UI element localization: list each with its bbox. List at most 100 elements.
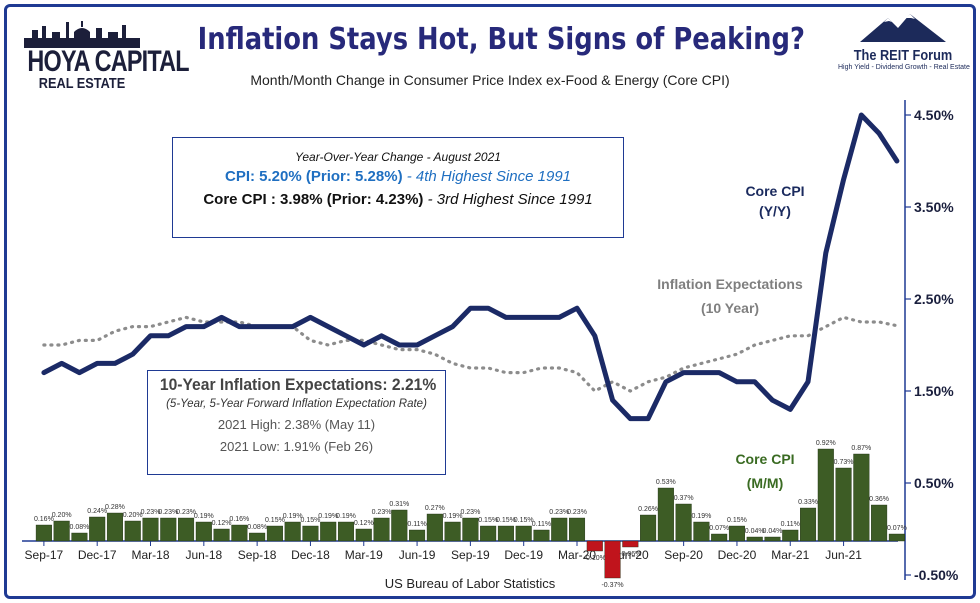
chart-frame bbox=[4, 4, 976, 599]
mm-bar bbox=[764, 536, 781, 542]
mm-bar-label: 0.23% bbox=[372, 509, 392, 516]
mm-bar-label: 0.31% bbox=[389, 501, 409, 508]
mm-bar-label: 0.33% bbox=[798, 499, 818, 506]
mm-bar-label: 0.19% bbox=[283, 513, 303, 520]
mm-bar-label: 0.15% bbox=[478, 517, 498, 524]
mm-bar bbox=[693, 521, 710, 542]
mm-bar-label: 0.19% bbox=[318, 513, 338, 520]
core-yoy-annotation-line1: Core CPI bbox=[745, 183, 805, 199]
chart-subtitle: Month/Month Change in Consumer Price Ind… bbox=[250, 72, 730, 88]
mm-bar-label: 0.24% bbox=[87, 508, 107, 515]
mm-bar bbox=[160, 517, 177, 542]
x-tick-label: Dec-17 bbox=[78, 548, 117, 562]
y-tick-label: 1.50% bbox=[914, 383, 954, 399]
mm-bar-label: 0.12% bbox=[354, 520, 374, 527]
expectations-annotation-line1: Inflation Expectations bbox=[657, 276, 803, 292]
y-tick-label: 4.50% bbox=[914, 107, 954, 123]
mm-bar bbox=[53, 520, 70, 542]
mm-bar bbox=[568, 517, 586, 542]
mm-bar bbox=[373, 517, 390, 542]
mm-bar-label: 0.36% bbox=[869, 496, 889, 503]
mm-bar bbox=[89, 516, 106, 542]
mm-bar bbox=[391, 509, 408, 542]
mm-bar-label: -0.37% bbox=[601, 582, 623, 589]
mm-bar bbox=[711, 533, 728, 542]
mm-bar bbox=[782, 529, 799, 542]
mm-bar bbox=[497, 525, 514, 542]
mm-bar bbox=[337, 521, 355, 542]
core-mm-annotation: Core CPI (M/M) bbox=[715, 447, 815, 495]
mm-bar bbox=[853, 453, 870, 542]
mm-bar-label: 0.92% bbox=[816, 440, 836, 447]
mm-bar bbox=[480, 525, 497, 542]
x-tick-label: Jun-21 bbox=[825, 548, 862, 562]
mm-bar bbox=[71, 532, 88, 542]
expectations-low: 2021 Low: 1.91% (Feb 26) bbox=[219, 439, 374, 454]
y-tick-label: -0.50% bbox=[914, 567, 959, 583]
reit-forum-logo: The REIT Forum High Yield - Dividend Gro… bbox=[838, 12, 970, 71]
mm-bar-label: 0.04% bbox=[745, 528, 765, 535]
mm-bar bbox=[835, 467, 852, 542]
mm-bar-label: -0.06% bbox=[619, 551, 641, 558]
y-tick-label: 3.50% bbox=[914, 199, 954, 215]
mm-bar bbox=[746, 536, 763, 542]
mm-bar-label: 0.23% bbox=[549, 509, 569, 516]
mm-bar-label: 0.53% bbox=[656, 479, 676, 486]
core-yoy-annotation: Core CPI (Y/Y) bbox=[720, 181, 830, 221]
expectations-line bbox=[42, 315, 899, 393]
mm-bar bbox=[355, 528, 372, 542]
mm-bar-label: 0.87% bbox=[851, 445, 871, 452]
yoy-heading: Year-Over-Year Change - August 2021 bbox=[295, 150, 501, 164]
mm-bar bbox=[124, 520, 141, 542]
mm-bar bbox=[533, 529, 550, 542]
expectations-annotation: Inflation Expectations (10 Year) bbox=[630, 272, 830, 320]
mm-bar bbox=[622, 540, 639, 548]
mm-bar bbox=[515, 525, 532, 542]
x-tick-label: Mar-18 bbox=[132, 548, 170, 562]
mm-bar bbox=[213, 528, 230, 542]
mm-bar-label: 0.15% bbox=[727, 517, 747, 524]
mm-bar-label: 0.19% bbox=[336, 513, 356, 520]
mm-bar-label: 0.15% bbox=[496, 517, 516, 524]
expectations-heading: 10-Year Inflation Expectations: 2.21% bbox=[159, 375, 437, 394]
x-tick-label: Jun-20 bbox=[612, 548, 649, 562]
mm-bar bbox=[586, 540, 603, 552]
expectations-high: 2021 High: 2.38% (May 11) bbox=[217, 417, 376, 432]
yoy-cpi-line: CPI: 5.20% (Prior: 5.28%) - 4th Highest … bbox=[173, 168, 623, 185]
mm-bar bbox=[551, 517, 568, 542]
y-tick-label: 2.50% bbox=[914, 291, 954, 307]
mm-bar-label: 0.20% bbox=[52, 512, 72, 519]
core-mm-annotation-line2: (M/M) bbox=[746, 475, 784, 491]
mm-bar bbox=[320, 521, 337, 542]
logo-right-brand: The REIT Forum bbox=[853, 47, 953, 64]
yoy-core-value: Core CPI : 3.98% (Prior: 4.23%) bbox=[203, 191, 424, 208]
mm-bar-label: 0.07% bbox=[887, 525, 907, 532]
mm-bar bbox=[106, 512, 123, 542]
x-tick-label: Sep-20 bbox=[664, 548, 703, 562]
mm-bar-label: 0.23% bbox=[460, 509, 480, 516]
mm-bar bbox=[462, 517, 479, 542]
x-tick-label: Dec-20 bbox=[718, 548, 757, 562]
core-yoy-line bbox=[41, 112, 900, 422]
mm-bar-label: 0.23% bbox=[158, 509, 178, 516]
mm-bar-label: 0.11% bbox=[532, 521, 551, 528]
mm-bar-label: 0.12% bbox=[212, 520, 232, 527]
mm-bar bbox=[728, 525, 745, 542]
yoy-cpi-rank: - 4th Highest Since 1991 bbox=[402, 168, 571, 185]
mm-bar-label: 0.11% bbox=[781, 521, 800, 528]
mm-bar bbox=[302, 525, 319, 542]
mm-bar bbox=[195, 521, 212, 542]
x-tick-label: Mar-20 bbox=[558, 548, 596, 562]
mm-bar bbox=[284, 521, 301, 542]
mm-bar bbox=[888, 533, 905, 542]
x-tick-label: Sep-19 bbox=[451, 548, 490, 562]
mm-bar-label: 0.15% bbox=[514, 517, 534, 524]
x-tick-label: Mar-21 bbox=[771, 548, 809, 562]
mm-bar-label: 0.19% bbox=[443, 513, 463, 520]
mm-bar bbox=[35, 524, 52, 542]
mm-bar-label: 0.23% bbox=[176, 509, 196, 516]
mm-bar bbox=[409, 529, 426, 542]
mm-bar-label: 0.28% bbox=[105, 504, 125, 511]
yoy-core-rank: - 3rd Highest Since 1991 bbox=[423, 191, 593, 208]
